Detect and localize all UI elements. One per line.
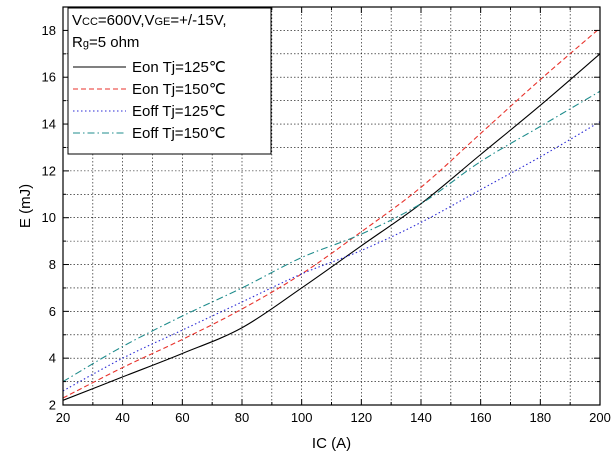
y-tick-label: 6	[49, 304, 56, 319]
y-tick-label: 2	[49, 398, 56, 413]
legend-box	[67, 7, 272, 155]
y-tick-label: 4	[49, 351, 56, 366]
x-tick-label: 100	[291, 410, 313, 425]
x-axis-title: IC (A)	[312, 435, 351, 452]
series-lines	[62, 27, 601, 401]
legend-label-3: Eoff Tj=125℃	[132, 103, 225, 120]
legend: VCC=600V,VGE=+/-15V, Rg=5 ohm Eon Tj=125…	[67, 7, 272, 155]
cond-vcc: V	[72, 12, 82, 29]
cond-vge-sub: GE	[155, 16, 171, 28]
series-line-4	[62, 90, 601, 383]
y-tick-label: 8	[49, 257, 56, 272]
legend-entries: Eon Tj=125℃ Eon Tj=150℃ Eoff Tj=125℃ Eoff T…	[73, 59, 226, 142]
x-tick-label: 40	[115, 410, 129, 425]
x-tick-label: 200	[589, 410, 611, 425]
y-tick-label: 16	[42, 70, 56, 85]
x-tick-label: 160	[470, 410, 492, 425]
legend-label-1: Eon Tj=125℃	[132, 59, 226, 76]
legend-label-2: Eon Tj=150℃	[132, 81, 226, 98]
conditions-line-1: VCC=600V,VGE=+/-15V,	[72, 12, 227, 29]
x-tick-label: 120	[350, 410, 372, 425]
legend-label-4: Eoff Tj=150℃	[132, 125, 225, 142]
y-tick-label: 18	[42, 23, 56, 38]
conditions-line-2: Rg=5 ohm	[72, 34, 139, 51]
y-tick-label: 14	[42, 117, 56, 132]
cond-rg-value: =5 ohm	[89, 34, 139, 51]
axis-ticks: 20 40 60 80 100 120 140 160 180 200 2 4 6 8 10 12 14 16 18	[42, 6, 611, 425]
x-tick-label: 60	[175, 410, 189, 425]
x-tick-label: 140	[410, 410, 432, 425]
y-axis-title: E (mJ)	[17, 184, 34, 228]
x-tick-label: 20	[56, 410, 70, 425]
series-line-3	[62, 121, 601, 392]
y-tick-label: 12	[42, 163, 56, 178]
series-line-1	[62, 53, 601, 401]
x-tick-label: 80	[235, 410, 249, 425]
cond-vcc-sub: CC	[82, 16, 98, 28]
cond-vge-value: =+/-15V,	[170, 12, 226, 29]
cond-vge: =600V,V	[98, 12, 155, 29]
cond-rg: R	[72, 34, 83, 51]
cond-rg-sub: g	[83, 38, 89, 50]
y-tick-label: 10	[42, 210, 56, 225]
x-tick-label: 180	[529, 410, 551, 425]
series-line-2	[62, 27, 601, 399]
